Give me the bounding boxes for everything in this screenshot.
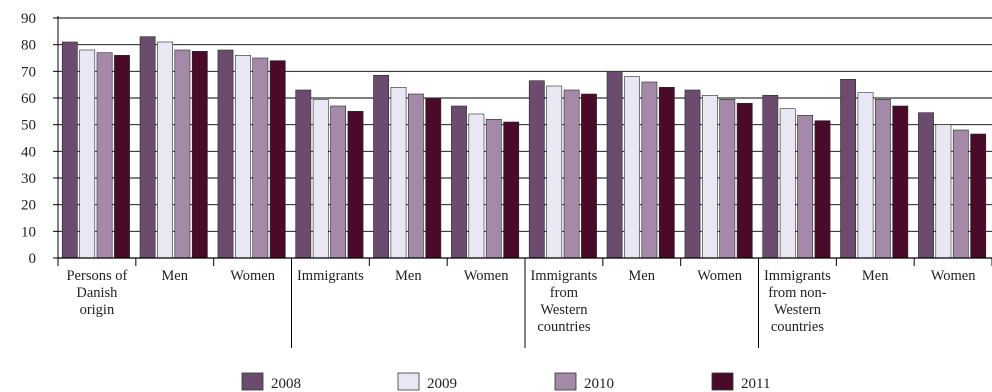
legend-label-2011: 2011 (741, 376, 770, 392)
y-tick-label: 40 (21, 144, 36, 160)
category-label: Women (230, 268, 275, 284)
bar-2008-11 (918, 112, 934, 259)
bar-2010-2 (252, 57, 269, 259)
bar-2009-9 (779, 108, 796, 259)
y-tick-label: 60 (21, 91, 36, 107)
bar-2009-6 (546, 85, 563, 259)
legend-label-2010: 2010 (584, 376, 614, 392)
bar-2011-2 (269, 60, 286, 259)
bar-2010-4 (407, 93, 424, 259)
bar-2009-1 (157, 41, 173, 259)
bar-2011-0 (114, 54, 130, 259)
y-tick-labels: 0 10 20 30 40 50 60 70 80 90 (21, 11, 36, 267)
legend-label-2008: 2008 (271, 376, 301, 392)
bar-2009-5 (468, 113, 485, 259)
bar-2008-2 (217, 49, 234, 259)
bar-2010-5 (485, 119, 502, 259)
legend-swatch-2009 (397, 372, 420, 391)
y-tick-label: 0 (29, 251, 37, 267)
gridlines (58, 17, 992, 232)
bar-2010-1 (174, 49, 191, 259)
bar-2008-3 (295, 89, 312, 259)
category-label: Immigrants from Western countries (530, 268, 597, 335)
legend-label-2009: 2009 (427, 376, 457, 392)
bar-2011-11 (970, 133, 987, 259)
category-label: Men (628, 268, 655, 284)
bar-2011-10 (892, 105, 909, 259)
legend-swatch-2008 (241, 372, 264, 391)
category-label: Women (931, 268, 976, 284)
bar-2010-11 (952, 129, 969, 259)
bar-2008-7 (606, 71, 623, 259)
bar-2009-11 (935, 124, 952, 259)
bar-2009-2 (235, 54, 251, 259)
bar-2009-8 (701, 95, 718, 259)
category-label: Women (697, 268, 742, 284)
bar-2010-7 (641, 81, 658, 259)
bar-2010-10 (874, 99, 891, 259)
y-tick-label: 50 (21, 118, 36, 134)
bar-2011-8 (736, 103, 753, 259)
category-labels: Persons of Danish origin Men Women Immigrants… (66, 268, 976, 335)
bars (61, 36, 987, 259)
bar-2011-7 (658, 87, 675, 259)
y-tick-label: 10 (21, 224, 36, 240)
bar-2011-3 (347, 111, 364, 259)
bar-2011-4 (425, 97, 442, 259)
bar-2009-7 (624, 76, 640, 259)
bar-2008-9 (762, 95, 779, 259)
category-label: Men (395, 268, 422, 284)
y-tick-label: 20 (21, 198, 36, 214)
bar-2010-9 (797, 115, 813, 259)
bar-2011-1 (191, 50, 208, 259)
legend: 2008 2009 2010 2011 (241, 372, 770, 392)
bar-2008-5 (451, 105, 467, 259)
category-label: Men (161, 268, 188, 284)
bar-2009-0 (79, 49, 96, 259)
y-tick-label: 30 (21, 171, 36, 187)
category-label: Men (862, 268, 889, 284)
bar-2008-8 (684, 89, 701, 259)
bar-2010-0 (96, 52, 113, 259)
bar-2011-6 (581, 93, 597, 259)
category-label: Women (464, 268, 509, 284)
y-tick-label: 90 (21, 11, 36, 27)
bar-2010-3 (330, 105, 346, 259)
bar-2008-0 (61, 41, 78, 259)
bar-2008-4 (373, 75, 389, 259)
bar-2009-3 (312, 99, 329, 259)
category-label: Immigrants from non-Western countries (764, 268, 831, 335)
category-label: Persons of Danish origin (66, 268, 127, 318)
bar-2011-9 (814, 120, 831, 259)
bar-2008-10 (840, 79, 856, 259)
category-label: Immigrants (297, 268, 364, 284)
bar-2008-6 (528, 80, 545, 259)
bar-2009-10 (857, 92, 874, 259)
bar-2008-1 (139, 36, 156, 259)
bar-2011-5 (503, 121, 520, 259)
bar-2010-6 (563, 89, 580, 259)
bar-2009-4 (390, 87, 407, 259)
y-tick-label: 70 (21, 64, 36, 80)
bar-2010-8 (719, 99, 736, 259)
y-tick-label: 80 (21, 38, 36, 54)
legend-swatch-2011 (711, 372, 734, 391)
axes (53, 16, 992, 348)
legend-swatch-2010 (554, 372, 577, 391)
